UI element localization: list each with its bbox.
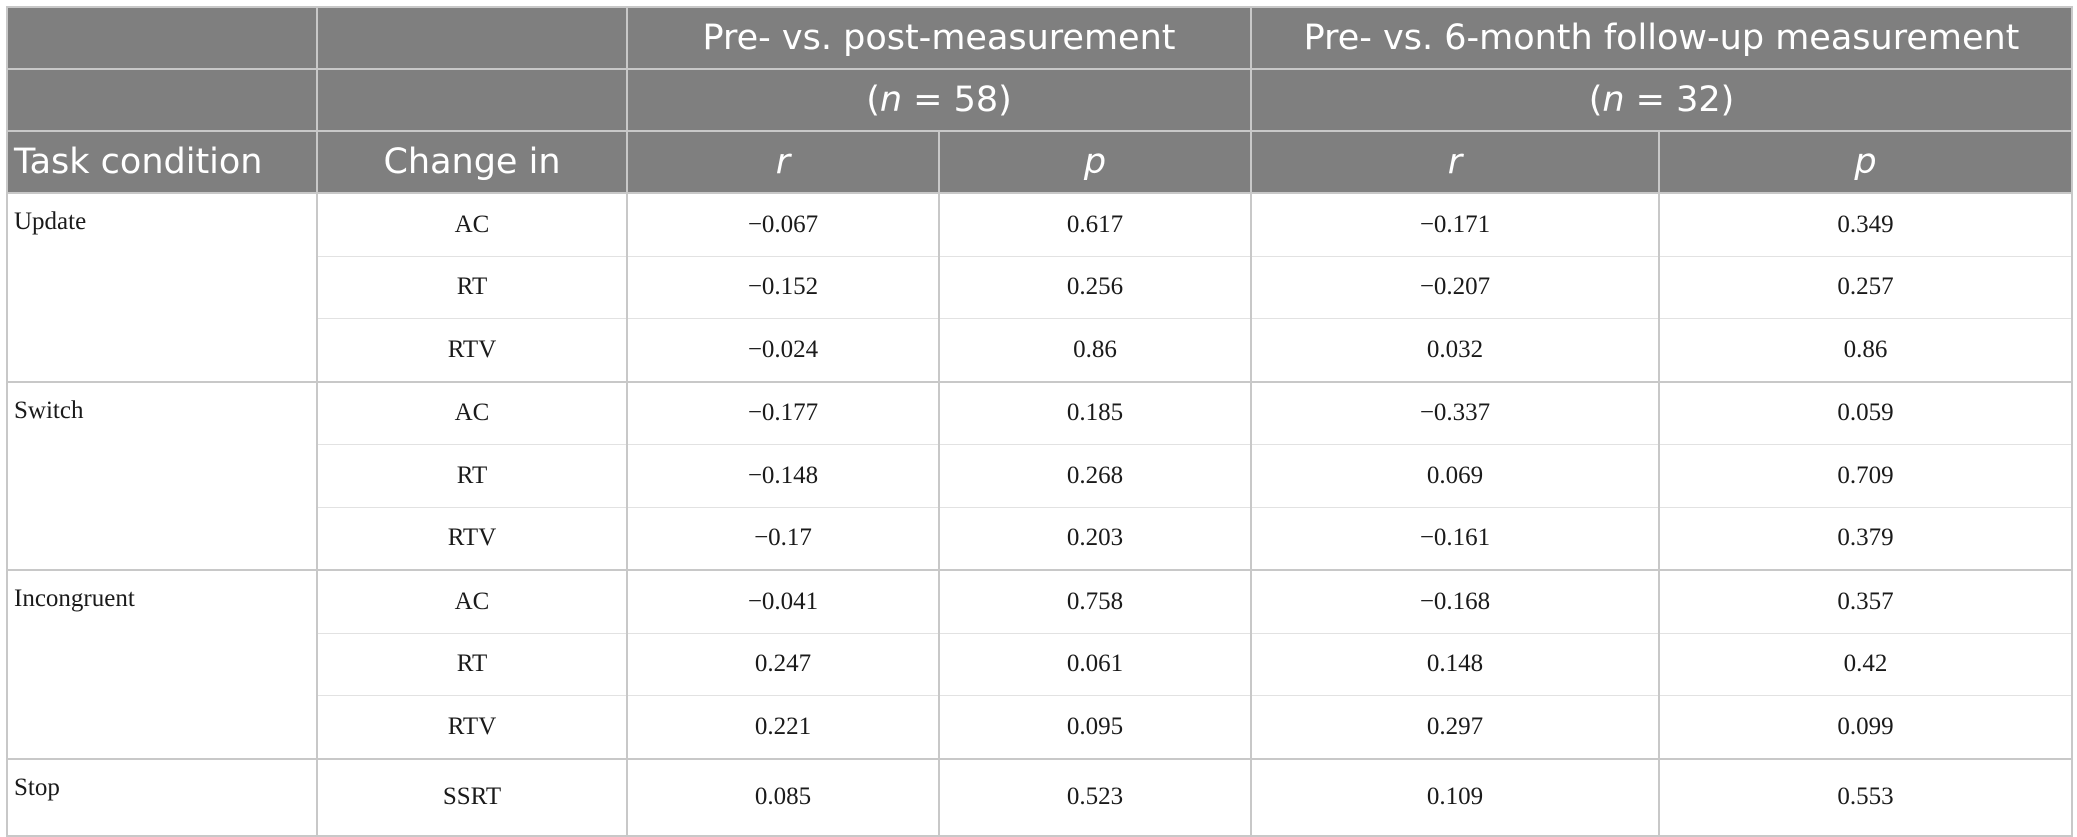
task-condition-cell: Update	[6, 192, 318, 382]
p-followup-cell: 0.099	[1658, 695, 2073, 759]
p-followup-cell: 0.349	[1658, 192, 2073, 257]
table-row: Switch AC −0.177 0.185 −0.337 0.059	[6, 380, 2073, 571]
change-in-cell: RT	[316, 444, 628, 508]
p-post-cell: 0.061	[938, 632, 1252, 696]
p-followup-cell: 0.42	[1658, 632, 2073, 696]
header-p-post: p	[938, 130, 1252, 194]
table-row: RTV 0.221 0.095 0.297 0.099	[7, 695, 2073, 759]
header-empty-3	[6, 68, 318, 132]
change-in-cell: RTV	[316, 506, 628, 571]
r-post-cell: −0.177	[626, 380, 940, 445]
r-followup-cell: 0.032	[1250, 318, 1660, 382]
change-in-cell: RTV	[316, 695, 628, 759]
r-post-cell: −0.148	[626, 444, 940, 508]
r-post-cell: 0.247	[626, 632, 940, 696]
p-followup-cell: 0.379	[1658, 506, 2073, 571]
correlation-table: Pre- vs. post-measurement Pre- vs. 6-mon…	[6, 6, 2073, 837]
header-empty-2	[316, 6, 628, 70]
n-label: n	[1602, 80, 1625, 120]
header-r-post: r	[626, 130, 940, 194]
header-task-condition: Task condition	[6, 130, 318, 194]
table-row: Stop SSRT 0.085 0.523 0.109 0.553	[6, 757, 2073, 837]
p-post-cell: 0.095	[938, 695, 1252, 759]
table-row: Incongruent AC −0.041 0.758 −0.168 0.357	[6, 569, 2073, 759]
p-followup-cell: 0.553	[1658, 757, 2073, 837]
r-followup-cell: −0.168	[1250, 569, 1660, 634]
header-empty-4	[316, 68, 628, 132]
header-group1-n: (n = 58)	[626, 68, 1252, 132]
table-row: RTV −0.024 0.86 0.032 0.86	[7, 318, 2073, 382]
table-row: Update AC −0.067 0.617 −0.171 0.349	[6, 192, 2073, 382]
task-condition-cell: Switch	[6, 380, 318, 571]
p-post-cell: 0.523	[938, 757, 1252, 837]
r-followup-cell: −0.171	[1250, 192, 1660, 257]
change-in-cell: RTV	[316, 318, 628, 382]
p-followup-cell: 0.86	[1658, 318, 2073, 382]
p-post-cell: 0.758	[938, 569, 1252, 634]
header-row-3: Task condition Change in r p r p	[6, 130, 2073, 194]
r-post-cell: −0.067	[626, 192, 940, 257]
r-followup-cell: 0.069	[1250, 444, 1660, 508]
header-group2-title: Pre- vs. 6-month follow-up measurement	[1250, 6, 2073, 70]
header-empty-1	[6, 6, 318, 70]
r-post-cell: −0.024	[626, 318, 940, 382]
p-followup-cell: 0.059	[1658, 380, 2073, 445]
table-row: RTV −0.17 0.203 −0.161 0.379	[7, 506, 2073, 571]
p-post-cell: 0.203	[938, 506, 1252, 571]
header-group2-n: (n = 32)	[1250, 68, 2073, 132]
change-in-cell: RT	[316, 255, 628, 319]
p-followup-cell: 0.257	[1658, 255, 2073, 319]
r-followup-cell: −0.207	[1250, 255, 1660, 319]
header-change-in: Change in	[316, 130, 628, 194]
n-value: = 32)	[1624, 80, 1735, 120]
change-in-cell: AC	[316, 380, 628, 445]
paren-open: (	[866, 80, 880, 120]
p-followup-cell: 0.357	[1658, 569, 2073, 634]
n-label: n	[879, 80, 903, 120]
table-row: RT −0.148 0.268 0.069 0.709	[7, 444, 2073, 508]
r-post-cell: −0.152	[626, 255, 940, 319]
change-in-cell: SSRT	[316, 757, 628, 837]
change-in-cell: RT	[316, 632, 628, 696]
header-r-followup: r	[1250, 130, 1660, 194]
header-row-2: (n = 58) (n = 32)	[6, 68, 2073, 132]
header-row-1: Pre- vs. post-measurement Pre- vs. 6-mon…	[6, 6, 2073, 70]
p-followup-cell: 0.709	[1658, 444, 2073, 508]
r-followup-cell: −0.161	[1250, 506, 1660, 571]
change-in-cell: AC	[316, 192, 628, 257]
r-followup-cell: −0.337	[1250, 380, 1660, 445]
change-in-cell: AC	[316, 569, 628, 634]
r-post-cell: 0.085	[626, 757, 940, 837]
table-body: Update AC −0.067 0.617 −0.171 0.349 RT −0.152 0.…	[6, 192, 2073, 837]
p-post-cell: 0.86	[938, 318, 1252, 382]
header-p-followup: p	[1658, 130, 2073, 194]
header-group1-title: Pre- vs. post-measurement	[626, 6, 1252, 70]
r-followup-cell: 0.109	[1250, 757, 1660, 837]
r-followup-cell: 0.148	[1250, 632, 1660, 696]
p-post-cell: 0.268	[938, 444, 1252, 508]
table-row: RT −0.152 0.256 −0.207 0.257	[7, 255, 2073, 319]
r-post-cell: −0.17	[626, 506, 940, 571]
p-post-cell: 0.617	[938, 192, 1252, 257]
p-post-cell: 0.185	[938, 380, 1252, 445]
table-row: RT 0.247 0.061 0.148 0.42	[7, 632, 2073, 696]
task-condition-cell: Incongruent	[6, 569, 318, 759]
p-post-cell: 0.256	[938, 255, 1252, 319]
r-followup-cell: 0.297	[1250, 695, 1660, 759]
task-condition-cell: Stop	[6, 757, 318, 837]
r-post-cell: 0.221	[626, 695, 940, 759]
paren-open: (	[1588, 80, 1603, 120]
r-post-cell: −0.041	[626, 569, 940, 634]
n-value: = 58)	[902, 80, 1012, 120]
